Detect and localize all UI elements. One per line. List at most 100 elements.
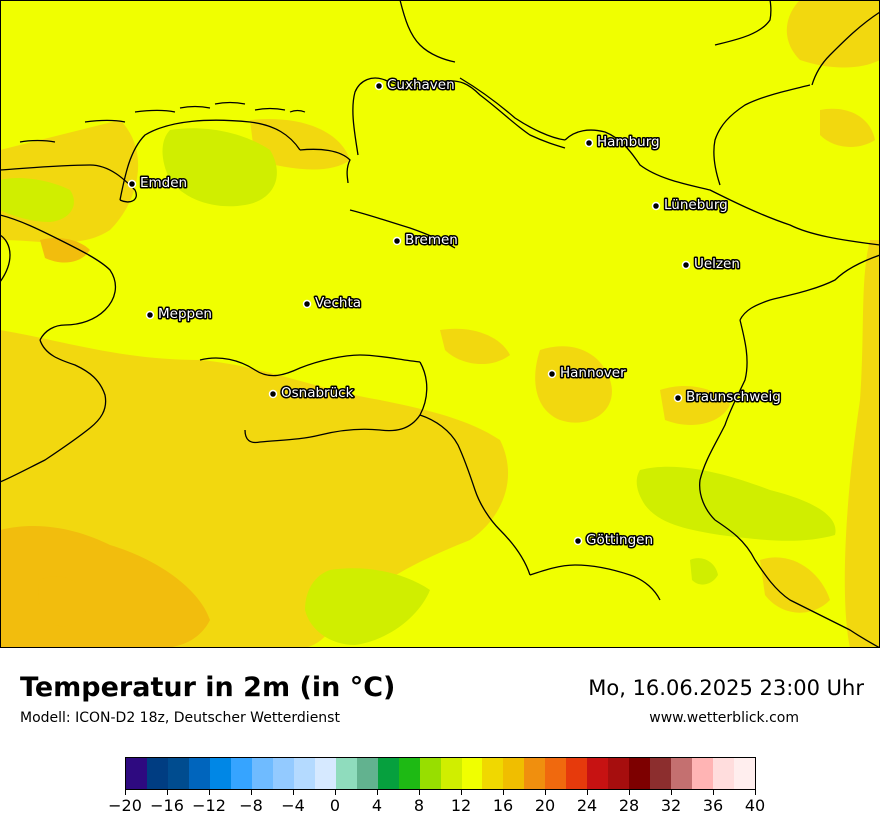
colorbar-segment bbox=[482, 758, 504, 789]
colorbar-segment bbox=[272, 758, 294, 789]
colorbar-tick bbox=[587, 790, 588, 795]
city-dot bbox=[547, 369, 557, 379]
colorbar-segment bbox=[377, 758, 399, 789]
colorbar-tick bbox=[335, 790, 336, 795]
city-marker-osnabrueck: Osnabrück bbox=[268, 384, 355, 403]
city-marker-meppen: Meppen bbox=[145, 305, 213, 324]
colorbar-segment bbox=[566, 758, 588, 789]
city-label: Göttingen bbox=[586, 532, 653, 548]
city-dot bbox=[374, 81, 384, 91]
colorbar-segment bbox=[503, 758, 525, 789]
colorbar-segment bbox=[209, 758, 231, 789]
colorbar-tick-label: 4 bbox=[371, 796, 383, 815]
city-label: Hamburg bbox=[597, 134, 660, 150]
colorbar-tick bbox=[671, 790, 672, 795]
colorbar-tick bbox=[545, 790, 546, 795]
colorbar-segment bbox=[629, 758, 651, 789]
map-title: Temperatur in 2m (in °C) bbox=[20, 672, 396, 703]
colorbar-segment bbox=[692, 758, 714, 789]
city-label: Uelzen bbox=[694, 256, 740, 272]
colorbar-tick-label: 12 bbox=[450, 796, 472, 815]
city-marker-lueneburg: Lüneburg bbox=[651, 196, 729, 215]
colorbar-tick bbox=[503, 790, 504, 795]
colorbar-segment bbox=[126, 758, 147, 789]
colorbar-tick-label: −20 bbox=[108, 796, 142, 815]
temperature-field-cool bbox=[0, 128, 836, 645]
colorbar-segment bbox=[419, 758, 441, 789]
colorbar-segment bbox=[671, 758, 693, 789]
city-dot bbox=[651, 201, 661, 211]
colorbar-segment bbox=[188, 758, 210, 789]
colorbar-tick bbox=[293, 790, 294, 795]
city-marker-emden: Emden bbox=[127, 174, 189, 193]
city-dot bbox=[145, 310, 155, 320]
colorbar-tick bbox=[377, 790, 378, 795]
colorbar-tick bbox=[167, 790, 168, 795]
colorbar-tick-label: 24 bbox=[576, 796, 598, 815]
city-marker-cuxhaven: Cuxhaven bbox=[374, 76, 456, 95]
colorbar-segment bbox=[335, 758, 357, 789]
forecast-datetime: Mo, 16.06.2025 23:00 Uhr bbox=[588, 676, 864, 700]
colorbar-tick bbox=[629, 790, 630, 795]
colorbar-tick bbox=[461, 790, 462, 795]
city-label: Cuxhaven bbox=[387, 77, 455, 93]
colorbar-tick-label: −4 bbox=[281, 796, 305, 815]
colorbar-tick bbox=[125, 790, 126, 795]
city-dot bbox=[573, 536, 583, 546]
city-dot bbox=[127, 179, 137, 189]
colorbar-segment bbox=[524, 758, 546, 789]
colorbar-tick bbox=[755, 790, 756, 795]
coastline-and-borders bbox=[0, 0, 880, 648]
colorbar-segment bbox=[398, 758, 420, 789]
temperature-colorbar bbox=[125, 757, 756, 790]
colorbar-tick-label: 0 bbox=[329, 796, 341, 815]
temperature-map: Cuxhaven Hamburg Emden Lüneburg Bremen U… bbox=[0, 0, 880, 648]
colorbar-tick-label: 36 bbox=[702, 796, 724, 815]
city-label: Hannover bbox=[560, 365, 626, 381]
colorbar-tick-label: −12 bbox=[192, 796, 226, 815]
city-label: Braunschweig bbox=[686, 389, 781, 405]
city-label: Emden bbox=[140, 175, 187, 191]
city-label: Vechta bbox=[315, 295, 361, 311]
east-frisian-islands bbox=[19, 101, 306, 143]
website-link[interactable]: www.wetterblick.com bbox=[649, 710, 799, 726]
colorbar-segment bbox=[356, 758, 378, 789]
city-label: Lüneburg bbox=[664, 197, 728, 213]
colorbar-ticks: −20 −16 −12 −8 −4 0 4 8 12 16 20 24 28 32 36 40 bbox=[0, 790, 880, 826]
colorbar-segment bbox=[713, 758, 735, 789]
colorbar-tick bbox=[419, 790, 420, 795]
city-dot bbox=[673, 393, 683, 403]
colorbar-tick-label: −8 bbox=[239, 796, 263, 815]
colorbar-segment bbox=[251, 758, 273, 789]
colorbar-segment bbox=[734, 758, 756, 789]
city-markers: Cuxhaven Hamburg Emden Lüneburg Bremen U… bbox=[127, 76, 782, 550]
colorbar-segment bbox=[230, 758, 252, 789]
map-subtitle: Modell: ICON-D2 18z, Deutscher Wetterdie… bbox=[20, 710, 340, 726]
colorbar-tick-label: 28 bbox=[618, 796, 640, 815]
city-marker-bremen: Bremen bbox=[392, 231, 459, 250]
colorbar-tick bbox=[251, 790, 252, 795]
city-label: Bremen bbox=[405, 232, 458, 248]
city-dot bbox=[302, 299, 312, 309]
colorbar-tick bbox=[713, 790, 714, 795]
city-marker-hamburg: Hamburg bbox=[584, 133, 661, 152]
colorbar-segment bbox=[146, 758, 168, 789]
colorbar-tick bbox=[209, 790, 210, 795]
map-canvas: Cuxhaven Hamburg Emden Lüneburg Bremen U… bbox=[0, 0, 880, 648]
city-dot bbox=[681, 260, 691, 270]
city-marker-goettingen: Göttingen bbox=[573, 531, 655, 550]
colorbar-segment bbox=[293, 758, 315, 789]
city-dot bbox=[584, 138, 594, 148]
colorbar-segment bbox=[440, 758, 462, 789]
temperature-field-hot bbox=[0, 238, 210, 648]
colorbar-tick-label: −16 bbox=[150, 796, 184, 815]
city-marker-vechta: Vechta bbox=[302, 294, 363, 313]
colorbar-tick-label: 20 bbox=[534, 796, 556, 815]
city-marker-hannover: Hannover bbox=[547, 364, 628, 383]
city-label: Osnabrück bbox=[281, 385, 354, 401]
city-marker-braunschweig: Braunschweig bbox=[673, 388, 782, 407]
colorbar-tick-label: 8 bbox=[413, 796, 425, 815]
colorbar-tick-label: 40 bbox=[744, 796, 766, 815]
colorbar-segment bbox=[587, 758, 609, 789]
colorbar-segment bbox=[461, 758, 483, 789]
